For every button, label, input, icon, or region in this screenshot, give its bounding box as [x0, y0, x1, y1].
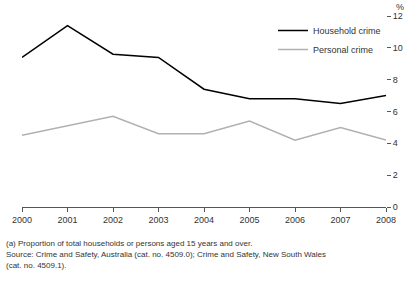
svg-text:12: 12	[393, 11, 403, 21]
svg-text:6: 6	[393, 107, 398, 117]
svg-text:Source: Crime and Safety, Aust: Source: Crime and Safety, Australia (cat…	[6, 250, 326, 259]
svg-text:0: 0	[393, 202, 398, 212]
svg-text:(cat. no. 4509.1).: (cat. no. 4509.1).	[6, 261, 66, 270]
svg-text:2003: 2003	[148, 215, 168, 225]
svg-text:2002: 2002	[103, 215, 123, 225]
svg-text:2000: 2000	[12, 215, 32, 225]
svg-text:8: 8	[393, 75, 398, 85]
svg-text:2005: 2005	[239, 215, 259, 225]
svg-text:2007: 2007	[330, 215, 350, 225]
svg-text:4: 4	[393, 138, 398, 148]
svg-text:Personal crime: Personal crime	[313, 45, 373, 55]
svg-text:Household crime: Household crime	[313, 26, 381, 36]
svg-text:2001: 2001	[57, 215, 77, 225]
svg-text:(a) Proportion of total househ: (a) Proportion of total households or pe…	[6, 239, 252, 248]
svg-text:2: 2	[393, 170, 398, 180]
svg-text:%: %	[396, 2, 404, 12]
svg-text:2004: 2004	[194, 215, 214, 225]
svg-text:2006: 2006	[285, 215, 305, 225]
svg-text:2008: 2008	[376, 215, 396, 225]
svg-text:10: 10	[393, 43, 403, 53]
